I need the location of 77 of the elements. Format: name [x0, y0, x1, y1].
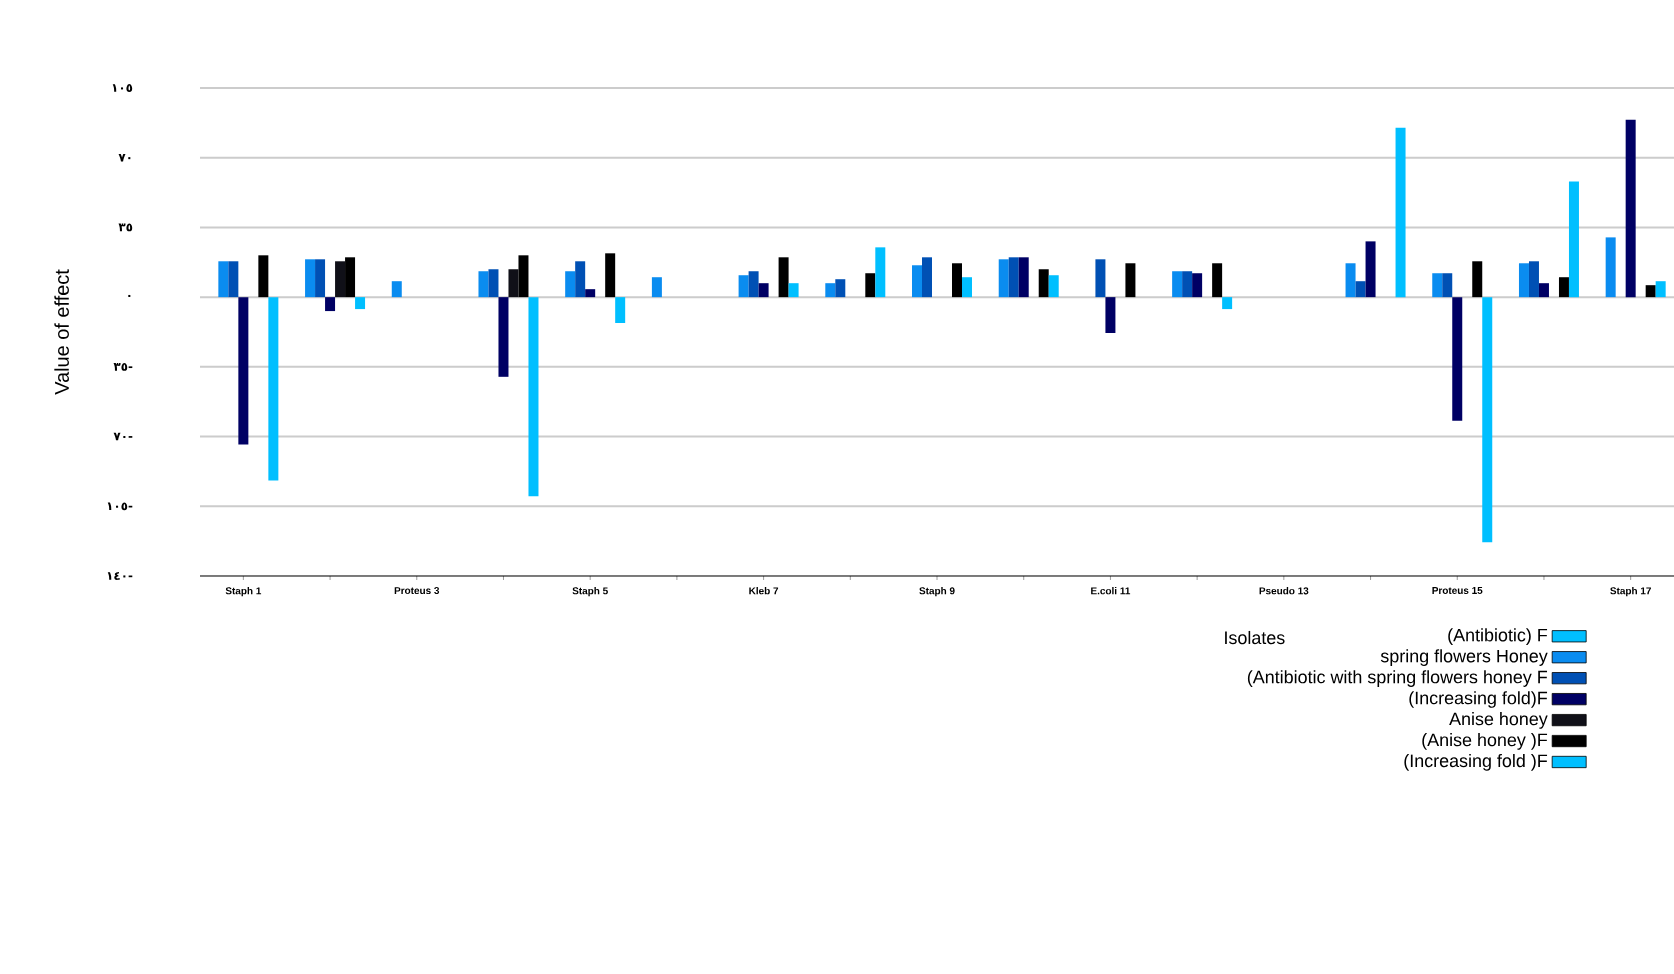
bar [1558, 277, 1569, 298]
bar [488, 269, 499, 298]
bar [1528, 261, 1539, 298]
y-axis-title: Value of effect [54, 269, 69, 395]
bar [1008, 257, 1019, 298]
bar [1212, 263, 1223, 298]
bar [962, 277, 973, 298]
bar [1105, 297, 1116, 333]
bar [1395, 127, 1406, 298]
bar [1518, 263, 1529, 298]
bar [585, 289, 596, 298]
bar [1095, 259, 1106, 298]
bar [1625, 119, 1636, 298]
bar [1538, 283, 1549, 298]
bar [268, 297, 279, 481]
legend-title: Isolates [1225, 630, 1285, 645]
bar [1432, 273, 1443, 298]
bar [922, 257, 933, 298]
bar [315, 259, 326, 298]
bar [1605, 237, 1616, 298]
bar [1038, 269, 1049, 298]
bar [1442, 273, 1453, 298]
bar [1452, 297, 1463, 421]
bar [998, 259, 1009, 298]
legend-label: Anise honey [1449, 712, 1548, 729]
bar [651, 277, 662, 298]
legend-label: (Anise honey )F [1422, 733, 1548, 750]
bar [335, 261, 346, 298]
bar [228, 261, 239, 298]
bar [1048, 275, 1059, 298]
bar [1472, 261, 1483, 298]
bar [1192, 273, 1203, 298]
bar [748, 271, 759, 298]
bar [1568, 181, 1579, 298]
bar [875, 247, 886, 298]
bar [788, 283, 799, 298]
bar [1018, 257, 1029, 298]
bar [498, 297, 509, 377]
bar [305, 259, 316, 298]
bar [575, 261, 586, 298]
bar [478, 271, 489, 298]
bar [1345, 263, 1356, 298]
bar [835, 279, 846, 298]
bar [825, 283, 836, 298]
legend-label: spring flowers Honey [1380, 649, 1548, 666]
bar [1182, 271, 1193, 298]
bar [565, 271, 576, 298]
bar [615, 297, 626, 324]
bar [345, 257, 356, 298]
bar [528, 297, 539, 497]
bar [391, 281, 402, 298]
bar [1365, 241, 1376, 298]
bar [258, 255, 269, 298]
bar [1655, 281, 1666, 298]
bar [1645, 285, 1656, 298]
bar [1172, 271, 1183, 298]
bar [518, 255, 529, 298]
bar [508, 269, 519, 298]
bar [912, 265, 923, 298]
bar [1125, 263, 1136, 298]
bar [865, 273, 876, 298]
legend-label: (Increasing fold)F [1409, 691, 1548, 708]
legend-label: (Antibiotic) F [1448, 628, 1548, 645]
bar [952, 263, 963, 298]
bar [238, 297, 249, 445]
bar [1355, 281, 1366, 298]
bar [605, 253, 616, 298]
bar [778, 257, 789, 298]
bar [758, 283, 769, 298]
bar [325, 297, 336, 312]
legend-label: (Antibiotic with spring flowers honey F [1247, 670, 1548, 687]
bar [1222, 297, 1233, 310]
bar [1482, 297, 1493, 543]
bar [738, 275, 749, 298]
bar [355, 297, 366, 310]
bar [218, 261, 229, 298]
legend-label: (Increasing fold )F [1404, 754, 1548, 771]
